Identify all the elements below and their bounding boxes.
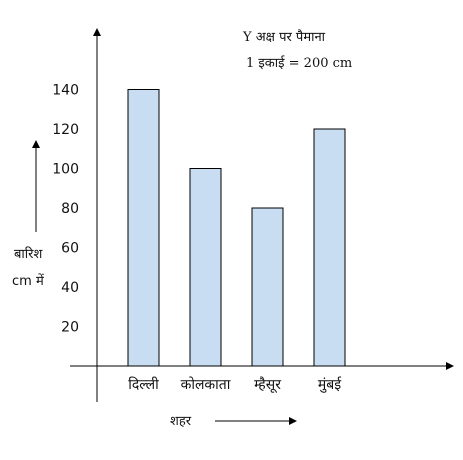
y-tick-label: 40: [61, 280, 79, 296]
bar-3: [251, 207, 284, 367]
bar-1: [127, 89, 160, 367]
x-category-label: मुंबई: [318, 376, 342, 393]
scale-note-line2: 1 इकाई = 200 cm: [246, 55, 352, 71]
y-tick-label: 140: [52, 83, 79, 99]
x-category-label: कोलकाता: [181, 376, 231, 393]
category-labels: दिल्ली कोलकाता म्हैसूर मुंबई: [128, 376, 342, 393]
x-category-label: म्हैसूर: [254, 376, 281, 393]
y-tick-label: 20: [61, 320, 79, 336]
x-category-label: दिल्ली: [128, 376, 159, 393]
x-axis-title: शहर: [170, 414, 192, 429]
bar-2: [189, 168, 222, 367]
scale-note-line1: Y अक्ष पर पैमाना: [242, 29, 326, 45]
y-axis-title-line2: cm में: [12, 273, 44, 289]
y-tick-labels: 20 40 60 80 100 120 140: [52, 83, 79, 336]
bars: [127, 89, 346, 367]
y-tick-label: 80: [61, 201, 79, 217]
y-axis-title-line1: बारिश: [14, 246, 43, 262]
y-tick-label: 100: [52, 162, 79, 178]
y-tick-label: 120: [52, 122, 79, 138]
y-tick-label: 60: [61, 241, 79, 257]
bar-4: [313, 128, 346, 367]
